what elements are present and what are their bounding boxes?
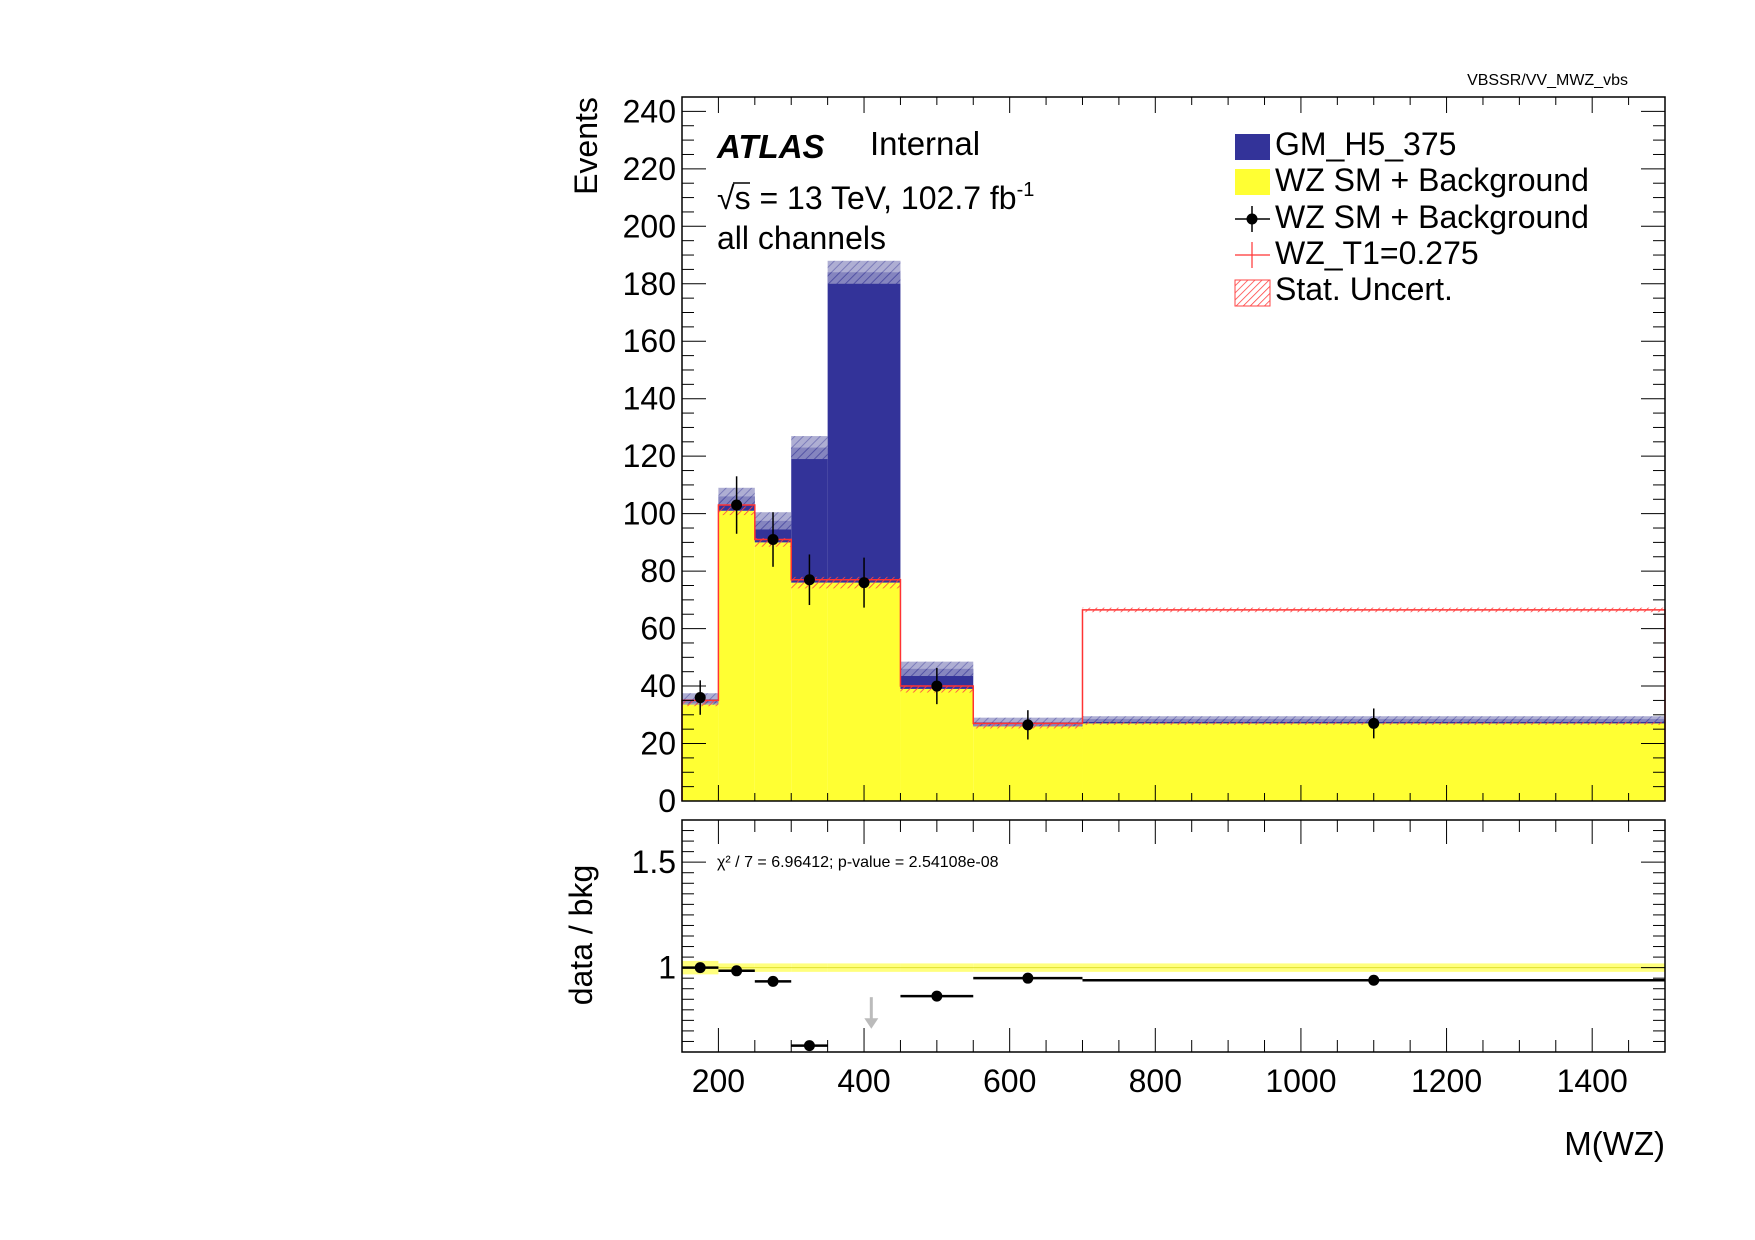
data-point <box>694 692 706 704</box>
legend-label-stat: Stat. Uncert. <box>1275 271 1453 307</box>
legend-swatch-stat <box>1234 279 1271 307</box>
legend-swatch-background <box>1235 169 1270 195</box>
y-tick-label: 80 <box>640 553 676 589</box>
ratio-points <box>682 962 1665 1052</box>
ratio-x-ticks: 200 400 600 800 1000 1200 1400 <box>681 820 1666 1099</box>
uncert-band-signal <box>827 260 901 284</box>
ratio-point <box>731 965 743 977</box>
legend-label-data: WZ SM + Background <box>1275 199 1589 235</box>
x-tick-label: 400 <box>837 1063 890 1099</box>
series-line-t1 <box>681 504 1666 801</box>
data-point <box>803 574 815 586</box>
ratio-point <box>1022 972 1034 984</box>
x-axis-label: M(WZ) <box>1564 1125 1665 1162</box>
legend: GM_H5_375 WZ SM + Background WZ SM + Bac… <box>1234 126 1589 307</box>
y-axis-label: Events <box>568 97 604 195</box>
y-tick-label: 40 <box>640 668 676 704</box>
y-tick-label: 60 <box>640 611 676 647</box>
atlas-label: ATLAS <box>716 128 825 165</box>
y-tick-label: 20 <box>640 726 676 762</box>
x-tick-label: 600 <box>983 1063 1036 1099</box>
y-tick-label: 180 <box>623 266 676 302</box>
data-points <box>694 476 1380 740</box>
main-x-ticks <box>681 97 1666 801</box>
legend-label-background: WZ SM + Background <box>1275 162 1589 198</box>
signal-line <box>681 504 1666 801</box>
y-tick-label: 160 <box>623 323 676 359</box>
energy-lumi-label: √s = 13 TeV, 102.7 fb-1 <box>717 179 1034 216</box>
bar-background <box>718 510 755 801</box>
legend-marker-data <box>1246 213 1258 225</box>
legend-swatch-signal <box>1235 134 1270 160</box>
ratio-plot-panel: 200 400 600 800 1000 1200 1400 11.5 data / bkg… <box>563 819 1666 1099</box>
y-tick-label: 0 <box>658 783 676 819</box>
x-tick-label: 200 <box>692 1063 745 1099</box>
y-tick-label: 120 <box>623 438 676 474</box>
data-point <box>858 577 870 589</box>
ratio-y-axis-label: data / bkg <box>563 865 599 1006</box>
ratio-point <box>767 975 779 987</box>
uncert-band-signal <box>791 436 828 460</box>
bar-signal <box>827 272 901 583</box>
y-tick-label: 220 <box>623 151 676 187</box>
x-tick-label: 1000 <box>1265 1063 1336 1099</box>
main-plot-panel: 0 20 40 60 80 100 120 140 160 180 200 220 240 Events <box>568 93 1666 819</box>
bar-background <box>827 582 901 801</box>
x-tick-label: 1400 <box>1557 1063 1628 1099</box>
y-tick-label: 140 <box>623 381 676 417</box>
data-point <box>731 499 743 511</box>
ratio-point <box>803 1040 815 1052</box>
bar-background <box>791 582 828 801</box>
main-frame <box>681 96 1666 802</box>
legend-label-t1: WZ_T1=0.275 <box>1275 235 1479 271</box>
data-point <box>767 534 779 546</box>
data-point <box>931 680 943 692</box>
y-tick-label: 240 <box>623 93 676 129</box>
ratio-band <box>682 960 1665 975</box>
ratio-y-tick-label: 1.5 <box>632 844 676 880</box>
legend-label-signal: GM_H5_375 <box>1275 126 1456 162</box>
ratio-y-ticks: 11.5 <box>632 819 1665 1053</box>
x-tick-label: 1200 <box>1411 1063 1482 1099</box>
offscale-arrow-head <box>864 1018 879 1029</box>
y-tick-label: 100 <box>623 496 676 532</box>
main-y-ticks: 0 20 40 60 80 100 120 140 160 180 200 220 240 <box>623 93 1665 819</box>
data-point <box>1368 717 1380 729</box>
region-label: all channels <box>717 220 886 256</box>
data-point <box>1022 719 1034 731</box>
path-label: VBSSR/VV_MWZ_vbs <box>1467 72 1628 89</box>
bar-background <box>682 703 719 801</box>
ratio-y-tick-label: 1 <box>658 950 676 986</box>
ratio-point <box>1368 974 1380 986</box>
chi2-annotation: χ² / 7 = 6.96412; p-value = 2.54108e-08 <box>717 854 999 871</box>
x-tick-label: 800 <box>1129 1063 1182 1099</box>
y-tick-label: 200 <box>623 208 676 244</box>
internal-label: Internal <box>870 125 980 162</box>
bar-background <box>754 542 792 801</box>
bar-background <box>900 688 974 801</box>
uncert-band-t1 <box>1082 607 1665 613</box>
ratio-point <box>931 990 943 1002</box>
